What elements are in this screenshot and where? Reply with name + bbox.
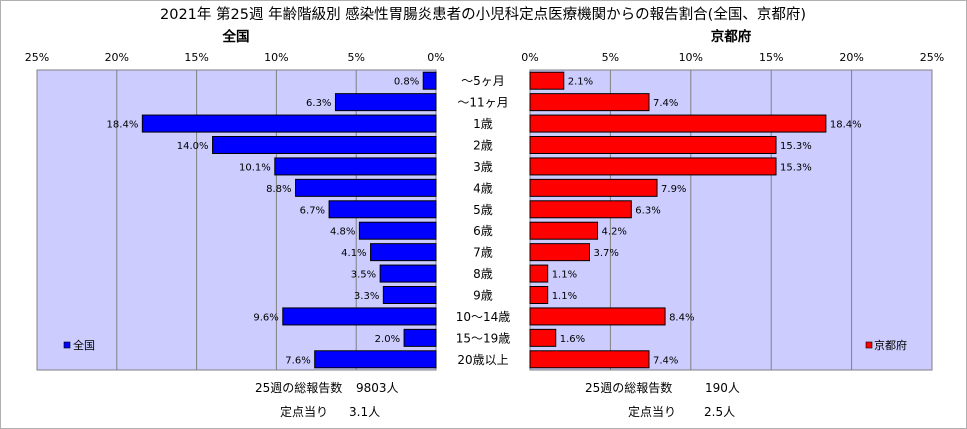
right-data-label: 4.2% xyxy=(602,227,627,238)
right-data-label: 2.1% xyxy=(568,77,593,88)
right-tick-label: 5% xyxy=(602,51,619,64)
right-data-label: 1.6% xyxy=(560,334,585,345)
left-bar xyxy=(328,200,437,219)
right-data-label: 1.1% xyxy=(552,270,577,281)
left-footer-per-label: 定点当り xyxy=(280,404,328,419)
category-label: 20歳以上 xyxy=(457,353,508,367)
category-label: 2歳 xyxy=(473,139,493,153)
right-bar xyxy=(529,178,658,197)
left-data-label: 8.8% xyxy=(266,184,291,195)
left-footer-count-value: 9803人 xyxy=(356,381,399,395)
right-data-label: 8.4% xyxy=(669,312,694,323)
right-panel-title: 京都府 xyxy=(711,28,752,45)
right-data-label: 6.3% xyxy=(635,205,660,216)
left-data-label: 3.3% xyxy=(354,291,379,302)
right-data-label: 18.4% xyxy=(830,120,862,131)
right-bar xyxy=(529,307,666,326)
left-tick-label: 10% xyxy=(264,51,288,64)
right-tick-label: 0% xyxy=(521,51,538,64)
category-label: 5歳 xyxy=(473,203,493,217)
left-bar xyxy=(274,157,437,176)
right-footer-count-value: 190人 xyxy=(705,381,740,395)
left-bar xyxy=(295,178,437,197)
left-data-label: 10.1% xyxy=(239,162,271,173)
left-data-label: 6.7% xyxy=(300,205,325,216)
left-data-label: 2.0% xyxy=(375,334,400,345)
left-bar xyxy=(358,221,437,240)
category-label: 3歳 xyxy=(473,160,493,174)
left-bar xyxy=(314,350,437,369)
right-tick-label: 15% xyxy=(759,51,783,64)
chart-title: 2021年 第25週 年齢階級別 感染性胃腸炎患者の小児科定点医療機関からの報告… xyxy=(160,5,806,23)
right-bar xyxy=(529,157,777,176)
right-footer-count-label: 25週の総報告数 xyxy=(585,380,672,395)
category-label: 7歳 xyxy=(473,246,493,260)
right-data-label: 3.7% xyxy=(593,248,618,259)
left-data-label: 6.3% xyxy=(306,98,331,109)
left-tick-label: 20% xyxy=(105,51,129,64)
left-data-label: 0.8% xyxy=(394,77,419,88)
right-bar xyxy=(529,264,549,283)
right-data-label: 7.9% xyxy=(661,184,686,195)
right-tick-label: 25% xyxy=(920,51,944,64)
category-label: 1歳 xyxy=(473,117,493,131)
right-tick-label: 10% xyxy=(679,51,703,64)
right-bar xyxy=(529,286,549,304)
legend-swatch-left xyxy=(63,341,71,349)
left-tick-label: 15% xyxy=(184,51,208,64)
left-bar xyxy=(334,93,437,112)
right-bar xyxy=(529,136,777,154)
left-bar xyxy=(282,307,437,326)
left-bar xyxy=(403,328,437,347)
right-tick-label: 20% xyxy=(839,51,863,64)
category-label: ～11ヶ月 xyxy=(457,96,508,110)
right-data-label: 15.3% xyxy=(780,141,812,152)
left-footer-per-value: 3.1人 xyxy=(349,405,380,419)
right-bar xyxy=(529,71,565,90)
right-bar xyxy=(529,243,590,262)
right-bar xyxy=(529,350,650,369)
category-label: 4歳 xyxy=(473,181,493,195)
left-bar xyxy=(141,114,437,133)
left-bar xyxy=(422,71,437,90)
right-bar xyxy=(529,328,557,347)
right-bar xyxy=(529,200,632,219)
left-bar xyxy=(379,264,437,283)
right-data-label: 7.4% xyxy=(653,355,678,366)
right-footer-per-value: 2.5人 xyxy=(704,405,735,419)
left-data-label: 9.6% xyxy=(253,312,278,323)
category-label: ～5ヶ月 xyxy=(461,74,505,88)
legend-label-left: 全国 xyxy=(73,338,95,352)
left-tick-label: 25% xyxy=(25,51,49,64)
right-bar xyxy=(529,114,827,133)
left-data-label: 14.0% xyxy=(177,141,209,152)
left-data-label: 7.6% xyxy=(285,355,310,366)
right-data-label: 1.1% xyxy=(552,291,577,302)
left-bar xyxy=(370,243,437,262)
category-label: 9歳 xyxy=(473,289,493,303)
category-label: 10～14歳 xyxy=(456,310,511,324)
category-label: 8歳 xyxy=(473,267,493,281)
right-footer-per-label: 定点当り xyxy=(628,404,676,419)
left-data-label: 18.4% xyxy=(107,120,139,131)
legend-swatch-right xyxy=(865,341,873,349)
left-data-label: 3.5% xyxy=(351,270,376,281)
left-bar xyxy=(382,286,437,304)
right-data-label: 15.3% xyxy=(780,162,812,173)
left-tick-label: 0% xyxy=(427,51,444,64)
category-label: 15～19歳 xyxy=(456,331,511,345)
right-data-label: 7.4% xyxy=(653,98,678,109)
left-tick-label: 5% xyxy=(347,51,364,64)
legend-label-right: 京都府 xyxy=(874,338,907,352)
right-bar xyxy=(529,221,599,240)
category-label: 6歳 xyxy=(473,224,493,238)
right-bar xyxy=(529,93,650,112)
left-panel-title: 全国 xyxy=(222,28,250,45)
left-data-label: 4.1% xyxy=(341,248,366,259)
left-data-label: 4.8% xyxy=(330,227,355,238)
left-bar xyxy=(212,136,437,154)
left-footer-count-label: 25週の総報告数 xyxy=(255,380,342,395)
